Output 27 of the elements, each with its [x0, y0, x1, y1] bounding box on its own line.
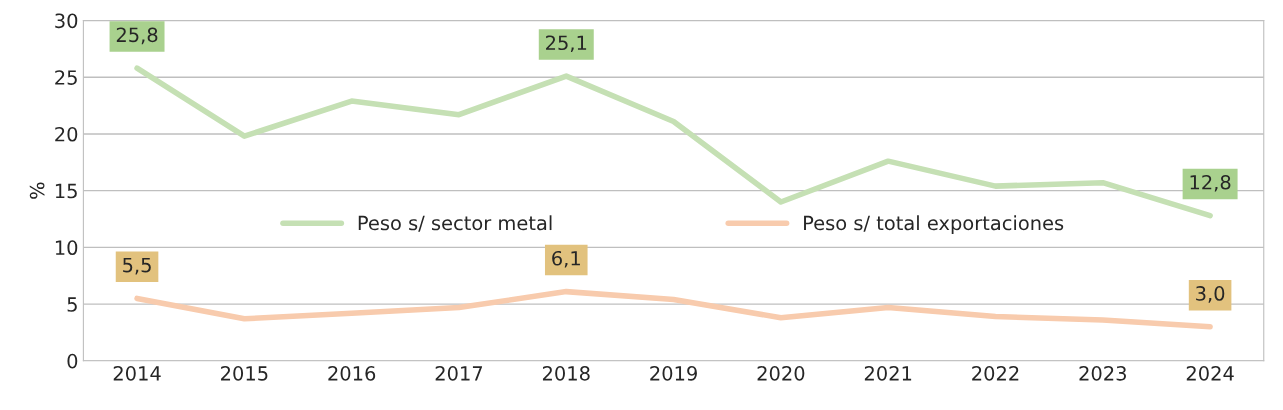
- x-tick-label: 2022: [972, 366, 1019, 381]
- data-label: 3,0: [1196, 286, 1225, 303]
- legend-label: Peso s/ total exportaciones: [804, 215, 1064, 235]
- y-tick-label: 10: [55, 240, 78, 256]
- data-label: 6,1: [552, 250, 580, 268]
- x-tick-label: 2023: [1079, 366, 1126, 381]
- x-tick-label: 2017: [435, 366, 483, 381]
- data-label: 5,5: [123, 257, 151, 275]
- x-tick-label: 2016: [328, 366, 376, 381]
- y-tick-label: 0: [67, 353, 78, 369]
- x-tick-label: 2014: [113, 366, 161, 381]
- x-tick-label: 2015: [221, 366, 268, 381]
- y-axis-title: %: [29, 182, 45, 199]
- y-tick-label: 30: [55, 13, 78, 29]
- y-tick-label: 25: [55, 70, 77, 85]
- legend-label: Peso s/ sector metal: [358, 215, 552, 232]
- x-tick-label: 2019: [650, 366, 697, 381]
- x-tick-label: 2024: [1186, 366, 1234, 381]
- data-label: 25,8: [116, 27, 158, 45]
- x-tick-label: 2020: [757, 366, 805, 381]
- x-tick-label: 2018: [542, 366, 590, 381]
- y-tick-label: 5: [67, 297, 77, 312]
- y-tick-label: 20: [55, 126, 78, 142]
- y-tick-label: 15: [55, 183, 77, 199]
- data-label: 12,8: [1190, 174, 1231, 192]
- x-tick-label: 2021: [864, 366, 912, 381]
- data-label: 25,1: [546, 35, 587, 53]
